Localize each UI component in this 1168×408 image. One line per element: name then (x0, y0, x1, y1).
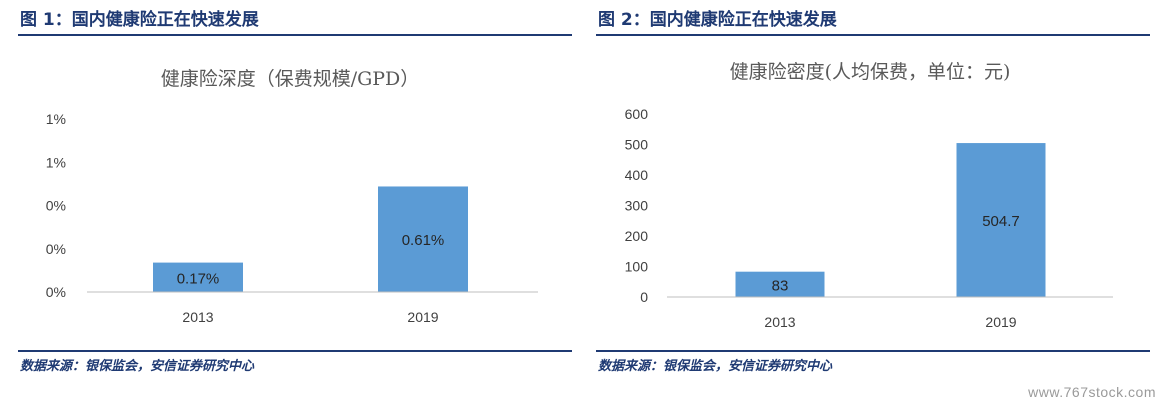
chart-2-x-tick-label-2013: 2013 (764, 314, 795, 330)
chart-2-y-tick-label: 100 (625, 259, 649, 275)
chart-2-data-label-2019: 504.7 (982, 213, 1020, 230)
health-insurance-density-chart: 健康险密度(人均保费，单位：元) 0 100 200 300 400 500 600 83 2… (625, 61, 1113, 330)
chart-1-data-label-2019: 0.61% (402, 232, 445, 249)
health-insurance-depth-chart: 健康险深度（保费规模/GPD） 0% 0% 0% 1% 1% 0.17% 2013 0.61… (46, 68, 538, 325)
figure-1-heading: 图 1：国内健康险正在快速发展 (20, 10, 259, 30)
chart-1-y-tick-label: 1% (46, 154, 66, 170)
chart-1-y-tick-label: 1% (46, 111, 66, 127)
chart-1-title: 健康险深度（保费规模/GPD） (161, 68, 420, 90)
chart-2-y-tick-label: 0 (640, 289, 648, 305)
site-watermark: www.767stock.com (1028, 384, 1156, 400)
chart-1-y-tick-label: 0% (46, 198, 66, 214)
chart-1-x-tick-label-2019: 2019 (407, 309, 438, 325)
chart-2-y-tick-label: 200 (625, 228, 649, 244)
chart-2-bar-2013 (735, 271, 825, 297)
chart-2-bar-2019 (956, 143, 1046, 297)
chart-2-x-tick-label-2019: 2019 (985, 314, 1016, 330)
chart-2-y-tick-label: 500 (625, 137, 649, 153)
chart-2-y-tick-label: 600 (625, 106, 649, 122)
figure-2-heading: 图 2：国内健康险正在快速发展 (598, 10, 837, 30)
chart-1-y-tick-label: 0% (46, 241, 66, 257)
figure-2-bottom-rule (596, 350, 1150, 352)
chart-2-title: 健康险密度(人均保费，单位：元) (730, 61, 1011, 83)
chart-2-data-label-2013: 83 (772, 277, 789, 294)
figure-2-top-rule (596, 34, 1150, 36)
figure-1-source: 数据来源：银保监会，安信证券研究中心 (20, 359, 255, 374)
chart-1-data-label-2013: 0.17% (177, 270, 220, 287)
figure-2-source: 数据来源：银保监会，安信证券研究中心 (598, 359, 833, 374)
chart-1-y-tick-label: 0% (46, 284, 66, 300)
chart-2-y-tick-label: 400 (625, 167, 649, 183)
figure-1-bottom-rule (18, 350, 572, 352)
chart-1-bar-2019 (378, 186, 468, 292)
figure-1-top-rule (18, 34, 572, 36)
chart-2-y-tick-label: 300 (625, 198, 649, 214)
chart-1-x-tick-label-2013: 2013 (182, 309, 213, 325)
chart-1-bar-2013 (153, 262, 243, 292)
